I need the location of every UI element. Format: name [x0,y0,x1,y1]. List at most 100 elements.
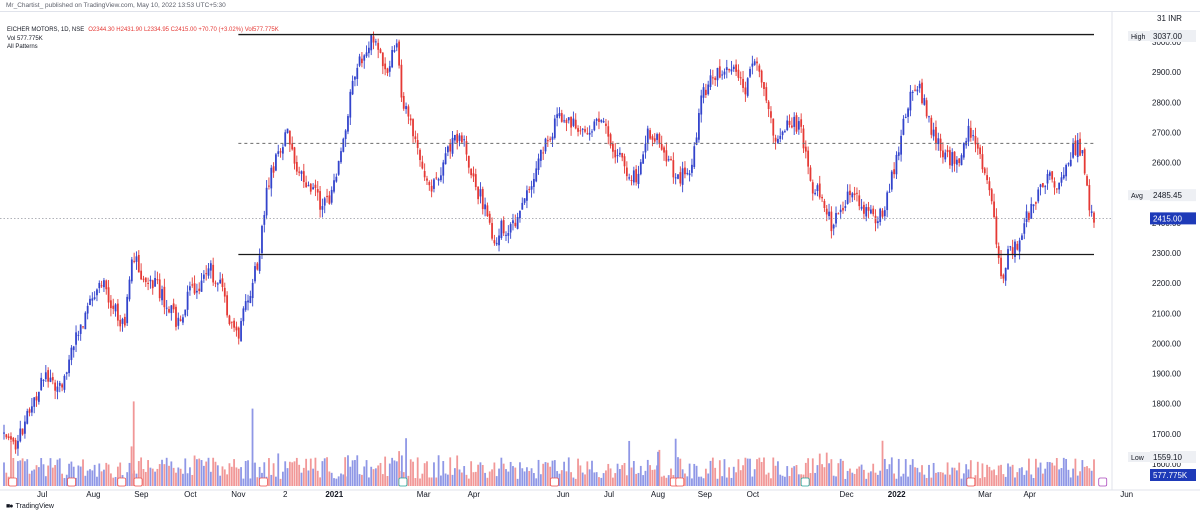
volume-bar [1011,464,1014,486]
candle-body [512,220,514,224]
volume-bar [881,440,884,486]
volume-bar [702,478,705,486]
volume-bar [309,458,312,486]
candle-body [230,321,233,323]
time-tick-label: 2021 [325,490,343,499]
candle-body [823,200,826,209]
candle-body [328,195,331,204]
candle-body [595,118,598,121]
candle-body [226,295,229,316]
volume-bar [579,465,582,486]
candle-body [54,382,57,391]
patterns-label[interactable]: All Patterns [7,44,38,51]
candle-body [72,346,75,351]
volume-bar [932,462,935,486]
volume-bar [602,473,605,486]
volume-bar [458,469,461,486]
volume-bar [821,464,823,486]
volume-bar [584,474,586,486]
volume-bar [665,477,668,486]
volume-bar [440,475,442,486]
volume-bar [1014,477,1016,486]
candle-body [295,161,298,172]
candle-body [33,397,36,407]
volume-bar [979,478,982,486]
volume-bar [460,472,463,486]
candle-body [670,158,672,161]
volume-bar [277,453,280,486]
horizontal-levels[interactable] [0,33,1112,256]
candle-body [897,152,900,156]
volume-bar [635,473,638,486]
candle-body [154,277,156,287]
volume-bar [974,475,977,486]
candle-body [681,168,684,185]
candle-body [237,327,240,339]
volume-bar [893,473,896,486]
candle-body [1055,188,1058,190]
volume-bar [207,457,210,486]
price-axis[interactable]: 1600.00 1700.00 1800.00 1900.00 2000.00 2100.… [1128,14,1196,481]
volume-bar [128,462,131,486]
volume-bar [1081,460,1084,486]
volume-bar [61,473,64,486]
candle-body [825,208,828,215]
candle-body [442,162,445,176]
volume-bar [983,477,986,486]
candle-body [426,178,428,181]
volume-bar [198,458,201,486]
event-S-marker [800,477,810,487]
volume-bar [593,472,596,486]
volume-bar [405,438,407,486]
volume-bar [414,478,417,486]
volume-bar [1074,458,1077,486]
candle-body [814,192,817,195]
avg-badge [1150,189,1196,202]
candle-body [530,186,533,190]
candle-body [988,181,991,191]
volume-bar [42,464,45,486]
candle-body [214,282,217,284]
volume-bar [284,461,287,486]
volume-bar [909,464,912,486]
candle-body [916,89,919,92]
candle-body [121,318,124,324]
candle-body [955,159,958,165]
candle-body [930,117,933,135]
candle-body [695,137,698,145]
candle-body [632,170,635,183]
volume-bar [721,476,724,486]
volume-bar [642,475,645,486]
volume-bar [512,466,514,486]
candle-body [291,143,294,150]
volume-bar [323,458,326,486]
symbol-label[interactable]: EICHER MOTORS, 1D, NSE [7,27,85,33]
volume-bar [44,476,47,486]
candle-body [49,377,52,382]
low-badge [1150,451,1196,463]
price-chart[interactable]: 1600.00 1700.00 1800.00 1900.00 2000.00 2100.… [0,12,1200,502]
candle-body [923,98,926,105]
volume-bar [960,478,963,486]
candle-body [309,183,312,192]
volume-bar [581,472,584,486]
candle-body [593,121,596,131]
time-axis[interactable]: Jul Aug Sep Oct Nov 2 2021 Mar Apr Jun Jul Aug Sep Oc… [37,490,1133,499]
candle-body [335,176,338,182]
volume-bar [65,474,68,486]
candle-body [202,274,205,279]
volume-bar [605,470,607,486]
candle-body [228,315,231,325]
candle-body [351,80,354,95]
volume-bar [349,466,352,486]
time-tick-label: Jun [557,490,570,499]
time-tick-label: Apr [1023,490,1036,499]
volume-bar [507,471,510,486]
volume-bar [519,462,521,486]
candle-body [216,283,219,285]
candle-body [772,118,775,136]
volume-bar [874,472,877,486]
candle-body [58,382,61,386]
volume-bar [453,468,456,486]
volume-bar [788,476,791,486]
